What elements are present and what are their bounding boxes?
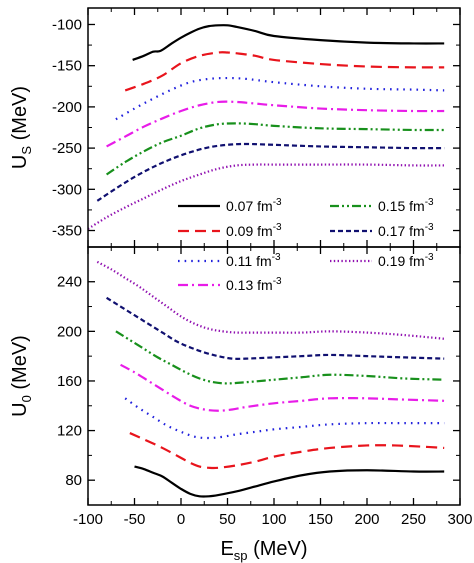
series-line-0.07-u0 [134,465,445,498]
y-tick-label-us: -100 [52,16,82,33]
series-line-0.15-u0 [115,330,445,385]
y-tick-label-us: -250 [52,140,82,157]
y-tick-label-u0: 200 [57,323,82,340]
x-tick-label: -50 [124,511,146,528]
series-line-0.07-us [132,24,445,61]
legend-label-0.09: 0.09 fm-3 [226,222,282,239]
y-axis-title-us: US (MeV) [9,86,34,169]
panel-u0: 80 120 160 200 240 U0 (MeV) [9,246,461,506]
x-tick-label: -100 [73,511,103,528]
x-tick-label: 250 [401,511,426,528]
x-tick-label: 200 [354,511,379,528]
x-tick-label: 50 [219,511,236,528]
series-line-0.09-u0 [129,432,445,470]
series-line-0.15-us [105,122,445,176]
series-line-0.17-u0 [106,296,445,360]
series-line-0.19-u0 [96,260,445,340]
x-tick-label: 300 [447,511,472,528]
y-tick-label-us: -150 [52,58,82,75]
series-line-0.17-us [96,142,445,202]
x-tick-label: 150 [308,511,333,528]
x-axis-title: Esp (MeV) [220,538,307,563]
legend-label-0.15: 0.15 fm-3 [378,197,434,214]
y-tick-label-u0: 240 [57,274,82,291]
legend-label-0.13: 0.13 fm-3 [226,276,282,293]
legend: 0.07 fm-3 0.15 fm-3 0.09 fm-3 0.17 fm-3 0.11… [178,197,434,293]
legend-label-0.19: 0.19 fm-3 [378,252,434,269]
y-tick-label-u0: 160 [57,373,82,390]
series-line-0.11-u0 [124,397,445,440]
y-tick-label-us: -200 [52,99,82,116]
series-line-0.11-us [115,76,445,121]
y-tick-label-u0: 120 [57,423,82,440]
legend-label-0.17: 0.17 fm-3 [378,222,434,239]
series-line-0.09-us [124,51,445,92]
y-tick-label-us: -300 [52,181,82,198]
y-tick-label-u0: 80 [65,472,82,489]
x-tick-label: 100 [261,511,286,528]
y-tick-label-us: -350 [52,223,82,240]
legend-label-0.07: 0.07 fm-3 [226,197,282,214]
series-line-0.13-us [106,100,445,148]
y-axis-title-u0: U0 (MeV) [9,335,34,417]
series-line-0.13-u0 [120,363,445,412]
x-tick-label: 0 [177,511,185,528]
legend-label-0.11: 0.11 fm-3 [226,252,281,269]
